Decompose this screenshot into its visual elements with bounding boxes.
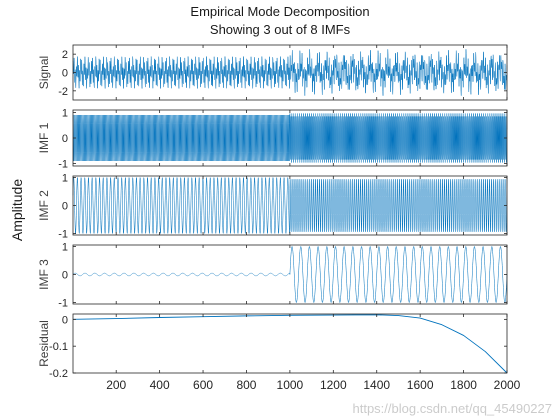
- panel-ylabel: IMF 3: [37, 259, 51, 290]
- x-tick-label: 1000: [277, 378, 304, 392]
- x-tick-label: 400: [150, 378, 170, 392]
- series-line-residual: [72, 314, 508, 374]
- series-line-imf-2: [72, 177, 508, 234]
- y-tick-label: -1: [58, 158, 68, 170]
- panel-ylabel: Residual: [37, 320, 51, 367]
- panel-imf-2: -1 0 1 IMF 2: [37, 172, 508, 241]
- x-tick-label: 2000: [494, 378, 521, 392]
- panel-residual: -0.2 -0.1 0 Residual: [37, 313, 508, 380]
- panel-ylabel: IMF 2: [37, 190, 51, 221]
- y-tick-label: 1: [62, 172, 68, 184]
- y-tick-label: 0: [62, 270, 68, 282]
- x-tick-label: 1400: [363, 378, 390, 392]
- y-tick-label: -2: [58, 86, 68, 98]
- axes-background: [73, 314, 507, 373]
- panel-signal: -2 0 2 Signal: [37, 44, 508, 101]
- watermark: https://blog.csdn.net/qq_45490227: [352, 401, 553, 416]
- y-tick-label: 1: [62, 241, 68, 253]
- y-tick-label: -1: [58, 229, 68, 241]
- panel-ylabel: Signal: [37, 56, 51, 89]
- series-line-signal: [72, 49, 508, 96]
- x-tick-label: 200: [106, 378, 126, 392]
- x-tick-label: 1800: [450, 378, 477, 392]
- y-tick-label: -0.2: [49, 368, 68, 380]
- y-tick-label: 0: [62, 201, 68, 213]
- panel-ylabel: IMF 1: [37, 122, 51, 153]
- panel-imf-1: -1 0 1 IMF 1: [37, 108, 508, 170]
- x-tick-label: 1600: [407, 378, 434, 392]
- y-tick-label: -1: [58, 298, 68, 310]
- y-tick-label: 1: [62, 108, 68, 120]
- y-tick-label: 2: [62, 49, 68, 61]
- y-tick-label: 0: [62, 314, 68, 326]
- x-tick-label: 1200: [320, 378, 347, 392]
- chart-title: Empirical Mode Decomposition: [190, 4, 370, 19]
- chart-subtitle: Showing 3 out of 8 IMFs: [209, 22, 351, 37]
- series-line-imf-1: [72, 113, 508, 163]
- series-line-imf-3: [72, 246, 508, 303]
- amplitude-label: Amplitude: [9, 179, 25, 241]
- y-tick-label: -0.1: [49, 341, 68, 353]
- x-tick-label: 600: [193, 378, 213, 392]
- y-tick-label: 0: [62, 68, 68, 80]
- panel-imf-3: -1 0 1 IMF 3: [37, 241, 508, 310]
- y-tick-label: 0: [62, 133, 68, 145]
- x-tick-label: 800: [236, 378, 256, 392]
